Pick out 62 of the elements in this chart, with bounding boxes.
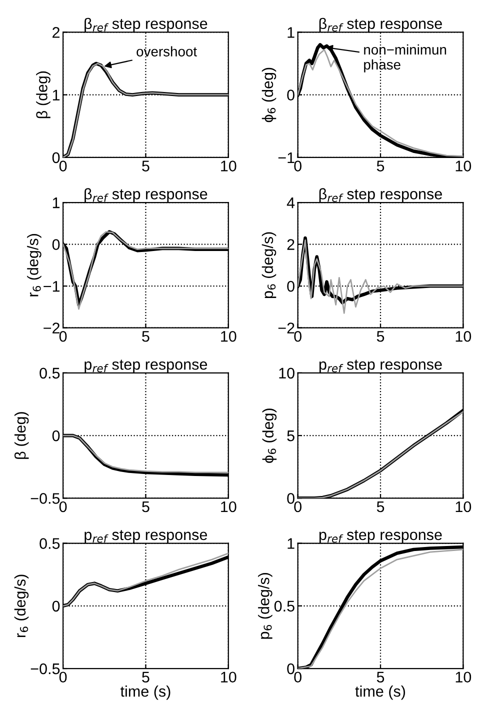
y-axis-title: ϕ$_{6}$ (deg) bbox=[262, 68, 276, 122]
x-axis-title: time (s) bbox=[120, 686, 170, 700]
chart-title: p$_{ref}$ step response bbox=[84, 360, 208, 373]
y-tick-label: −0.5 bbox=[30, 663, 60, 674]
annotation: non−minimun phase bbox=[364, 44, 446, 72]
x-tick-label: 5 bbox=[376, 160, 384, 172]
y-tick-label: 0 bbox=[52, 239, 60, 250]
x-tick-label: 10 bbox=[456, 672, 472, 683]
y-tick-label: −2 bbox=[278, 322, 294, 334]
y-tick-label: 1 bbox=[288, 538, 294, 549]
x-axis-title: time (s) bbox=[355, 686, 406, 700]
y-tick-label: −1 bbox=[44, 281, 60, 292]
y-tick-label: 0 bbox=[52, 430, 60, 442]
y-tick-label: −2 bbox=[44, 322, 60, 334]
y-tick-label: 0 bbox=[287, 493, 294, 504]
x-tick-label: 5 bbox=[142, 331, 150, 342]
x-tick-label: 5 bbox=[142, 160, 150, 172]
y-tick-label: 0.5 bbox=[40, 538, 60, 549]
y-tick-label: 0 bbox=[287, 90, 294, 100]
y-tick-label: 0 bbox=[287, 280, 294, 292]
y-axis-title: β (deg) bbox=[36, 71, 50, 118]
y-tick-label: −1 bbox=[278, 152, 294, 163]
y-axis-title: p$_{6}$ (deg/s) bbox=[258, 573, 272, 639]
y-tick-label: 0 bbox=[287, 663, 294, 674]
y-tick-label: 0.5 bbox=[40, 368, 60, 379]
y-tick-label: 4 bbox=[286, 198, 295, 208]
x-tick-label: 10 bbox=[221, 672, 236, 683]
y-axis-title: r$_{6}$ (deg/s) bbox=[27, 234, 42, 296]
chart-title: β$_{ref}$ step response bbox=[84, 188, 208, 202]
y-tick-label: 10 bbox=[279, 368, 294, 379]
x-tick-label: 10 bbox=[221, 501, 236, 512]
x-tick-label: 10 bbox=[456, 160, 472, 172]
y-tick-label: 2 bbox=[52, 27, 60, 38]
y-tick-label: 0.5 bbox=[274, 600, 294, 612]
x-tick-label: 5 bbox=[376, 672, 384, 683]
y-tick-label: 1 bbox=[288, 27, 294, 38]
y-tick-label: −0.5 bbox=[30, 493, 60, 504]
chart-title: β$_{ref}$ step response bbox=[319, 188, 442, 202]
x-tick-label: 5 bbox=[142, 502, 150, 512]
x-tick-label: 10 bbox=[456, 501, 472, 512]
chart-title: p$_{ref}$ step response bbox=[84, 530, 208, 544]
x-tick-label: 10 bbox=[221, 330, 236, 342]
chart-title: β$_{ref}$ step response bbox=[319, 18, 442, 32]
x-tick-label: 5 bbox=[376, 331, 384, 342]
y-tick-label: 5 bbox=[287, 430, 294, 442]
y-axis-title: r$_{6}$ (deg/s) bbox=[14, 574, 29, 638]
y-tick-label: 1 bbox=[52, 198, 60, 208]
y-tick-label: 0 bbox=[52, 600, 60, 612]
x-tick-label: 5 bbox=[142, 672, 150, 683]
chart-title: β$_{ref}$ step response bbox=[84, 18, 208, 32]
y-axis-title: β (deg) bbox=[14, 412, 29, 459]
y-tick-label: 1 bbox=[52, 90, 60, 100]
x-tick-label: 5 bbox=[376, 502, 384, 512]
chart-title: p$_{ref}$ step response bbox=[319, 360, 442, 373]
annotation: overshoot bbox=[136, 46, 197, 56]
x-tick-label: 10 bbox=[456, 330, 472, 342]
y-axis-title: ϕ$_{6}$ (deg) bbox=[262, 408, 277, 463]
y-axis-title: p$_{6}$ (deg/s) bbox=[262, 232, 276, 298]
y-tick-label: 2 bbox=[287, 239, 294, 250]
y-tick-label: 0 bbox=[52, 152, 60, 164]
x-tick-label: 10 bbox=[221, 160, 236, 172]
chart-title: p$_{ref}$ step response bbox=[319, 530, 442, 544]
